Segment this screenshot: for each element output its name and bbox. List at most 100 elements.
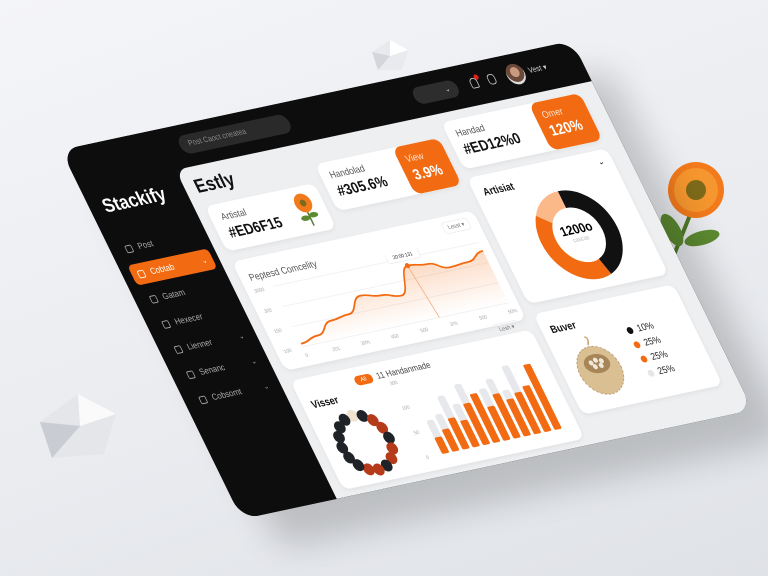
x-tick-label: 50% — [507, 308, 519, 316]
bead — [343, 451, 355, 464]
bar — [442, 428, 460, 452]
stat-value: 3.9% — [409, 161, 446, 184]
bar — [492, 393, 521, 439]
bead — [338, 413, 351, 426]
bar — [487, 405, 511, 441]
top-dropdown[interactable]: ⌄ — [409, 79, 462, 106]
legend-item: 10% — [625, 321, 656, 337]
notification-dot — [472, 74, 480, 81]
x-tick-label: 500 — [478, 314, 488, 322]
visser-card: Visser All 11 Handanmade Lesh ▾ 0 50 100 30… — [290, 319, 585, 490]
y-tick-label: 0 — [425, 455, 431, 462]
legend-label: 10% — [634, 320, 656, 335]
line-chart: 100 150 300 3000 0 201 30% 450 500 3/% 500 50% 20:00… — [253, 241, 519, 360]
bar — [506, 398, 531, 437]
legend-dot — [625, 326, 635, 335]
bar — [448, 417, 470, 450]
tooltip-guide — [407, 265, 440, 318]
chevron-down-icon: ⌄ — [261, 381, 271, 391]
x-tick-label: 201 — [331, 346, 341, 354]
bead — [376, 421, 389, 434]
stat-card-artistal: Artistal #ED6F15 — [204, 183, 337, 252]
filter-chip-all[interactable]: All — [352, 373, 375, 387]
card-title: Visser — [308, 393, 341, 411]
flower-decoration — [660, 162, 724, 266]
line-chart-card: Peptesd Comcelity Lesst ▾ 100 150 300 3000 0… — [231, 210, 527, 371]
chat-icon[interactable] — [485, 73, 498, 86]
sidebar-item-label: Post — [135, 238, 156, 252]
bead — [372, 463, 385, 476]
page-title: Estly — [189, 167, 239, 198]
bar — [523, 363, 562, 430]
legend-dot — [646, 369, 656, 378]
basket-image — [576, 335, 625, 395]
sidebar-item-label: Senanc — [197, 362, 227, 378]
image-icon — [148, 294, 159, 304]
bar-chart: 0 50 100 300 — [389, 363, 562, 462]
y-tick-label: 100 — [283, 348, 293, 356]
dashboard-tablet: Post Caoct cneatea ⌄ Vest ▾ Stackify Pos… — [61, 40, 753, 520]
area-fill — [301, 250, 509, 347]
bead — [336, 441, 349, 454]
donut-slice — [557, 190, 623, 274]
stat-card-handolad: Handolad #305.6% View 3.9% — [314, 137, 462, 212]
legend-item: 25% — [632, 335, 663, 351]
grid-line — [272, 241, 480, 287]
stat-value: 120% — [546, 116, 586, 140]
x-tick-label: 500 — [420, 327, 430, 335]
x-tick-label: 30% — [360, 339, 372, 347]
sidebar-item-label: Hexecer — [172, 311, 205, 327]
x-tick-label: 450 — [390, 333, 400, 341]
y-tick-label: 150 — [273, 328, 283, 336]
bar — [434, 436, 449, 454]
line-series — [300, 249, 484, 345]
card-title: Buver — [547, 318, 579, 336]
box-icon — [136, 269, 147, 279]
sidebar-item-label: Cobtab — [148, 262, 177, 277]
tooltip-text: 20:00:131 — [392, 251, 415, 261]
legend-dot — [639, 355, 649, 364]
y-tick-label: 300 — [263, 308, 273, 316]
polyhedron-decoration — [372, 40, 408, 70]
bead — [383, 431, 395, 444]
bead — [362, 463, 375, 476]
y-tick-label: 300 — [389, 380, 399, 388]
bead — [356, 409, 369, 422]
grid-icon — [185, 369, 196, 379]
y-tick-label: 50 — [413, 430, 421, 437]
donut-card: Artisiat ⌄ 1200o cascas — [466, 148, 669, 305]
sidebar-item-label: Lienner — [185, 337, 215, 352]
chevron-down-icon[interactable]: ⌄ — [595, 156, 606, 167]
legend-dot — [632, 340, 642, 349]
bar — [514, 391, 541, 435]
data-point — [404, 263, 411, 269]
y-tick-label: 3000 — [253, 287, 266, 295]
buver-card: Buver 10% 25% 25% 25% — [533, 284, 723, 415]
user-name[interactable]: Vest ▾ — [526, 62, 549, 75]
bracelet-image — [333, 409, 399, 476]
legend-item: 25% — [639, 349, 670, 365]
donut-chart — [535, 190, 623, 280]
bar — [463, 402, 490, 446]
bell-icon[interactable] — [468, 74, 481, 89]
bead — [366, 414, 379, 427]
bead — [386, 442, 399, 455]
bar — [470, 393, 501, 443]
sidebar-item-label: Gatam — [160, 287, 187, 302]
legend: 10% 25% 25% 25% — [625, 321, 679, 384]
legend-item: 25% — [646, 363, 677, 379]
sidebar-item-label: Cobsomt — [209, 386, 244, 403]
legend-label: 25% — [655, 363, 677, 377]
x-tick-label: 3/% — [449, 321, 460, 329]
home-icon — [123, 244, 135, 254]
calendar-icon — [160, 319, 172, 329]
main-content: Estly Artistal #ED6F15 Handolad #305.6% V… — [175, 81, 753, 499]
y-tick-label: 100 — [401, 404, 411, 412]
donut-slice — [535, 215, 612, 280]
donut-slice — [535, 191, 567, 224]
period-dropdown[interactable]: Lesst ▾ — [440, 217, 473, 235]
chevron-down-icon: ⌄ — [236, 331, 246, 341]
x-tick-label: 0 — [304, 353, 310, 360]
flower-icon — [293, 193, 319, 226]
bead — [333, 431, 345, 443]
